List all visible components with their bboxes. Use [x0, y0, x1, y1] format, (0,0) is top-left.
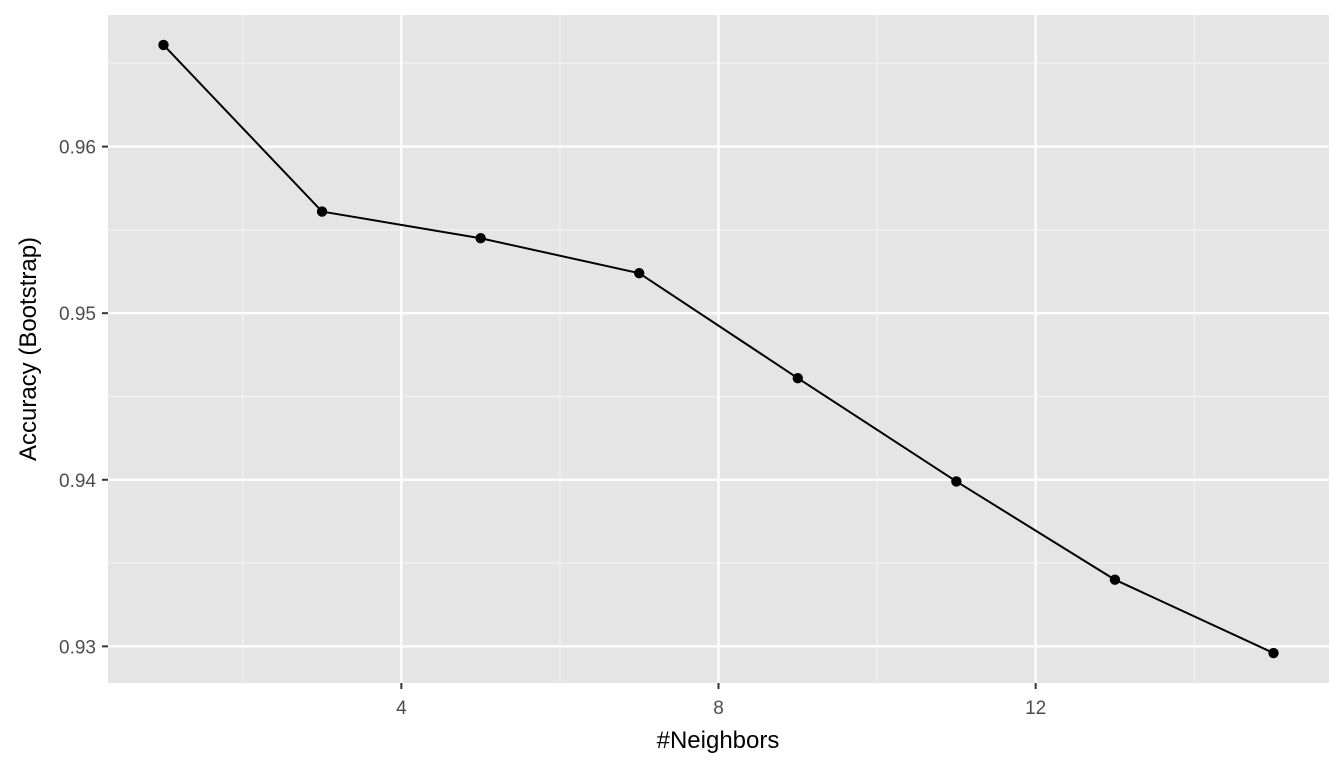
data-point — [951, 476, 962, 487]
x-tick-label: 12 — [1025, 698, 1046, 719]
data-point — [158, 39, 169, 51]
data-point — [316, 206, 328, 217]
y-axis-title: Accuracy (Bootstrap) — [15, 237, 42, 461]
y-tick-labels: 0.93 0.94 0.95 0.96 — [59, 138, 96, 659]
x-tick-label: 4 — [396, 698, 407, 719]
data-point — [1268, 647, 1279, 659]
series-line — [162, 44, 1274, 654]
major-gridlines — [108, 15, 1329, 683]
data-point — [1109, 574, 1121, 585]
y-tick-label: 0.96 — [59, 138, 96, 159]
data-point — [475, 233, 486, 244]
y-tick-label: 0.94 — [59, 471, 96, 492]
x-axis-title: #Neighbors — [657, 727, 780, 754]
x-tick-label: 8 — [713, 698, 724, 719]
axis-ticks — [102, 145, 1037, 689]
data-point — [634, 268, 645, 279]
y-tick-label: 0.95 — [59, 304, 96, 325]
x-tick-labels: 4 8 12 — [396, 698, 1046, 719]
series-layer — [158, 39, 1279, 659]
data-point — [792, 372, 803, 384]
y-tick-label: 0.93 — [59, 637, 96, 658]
